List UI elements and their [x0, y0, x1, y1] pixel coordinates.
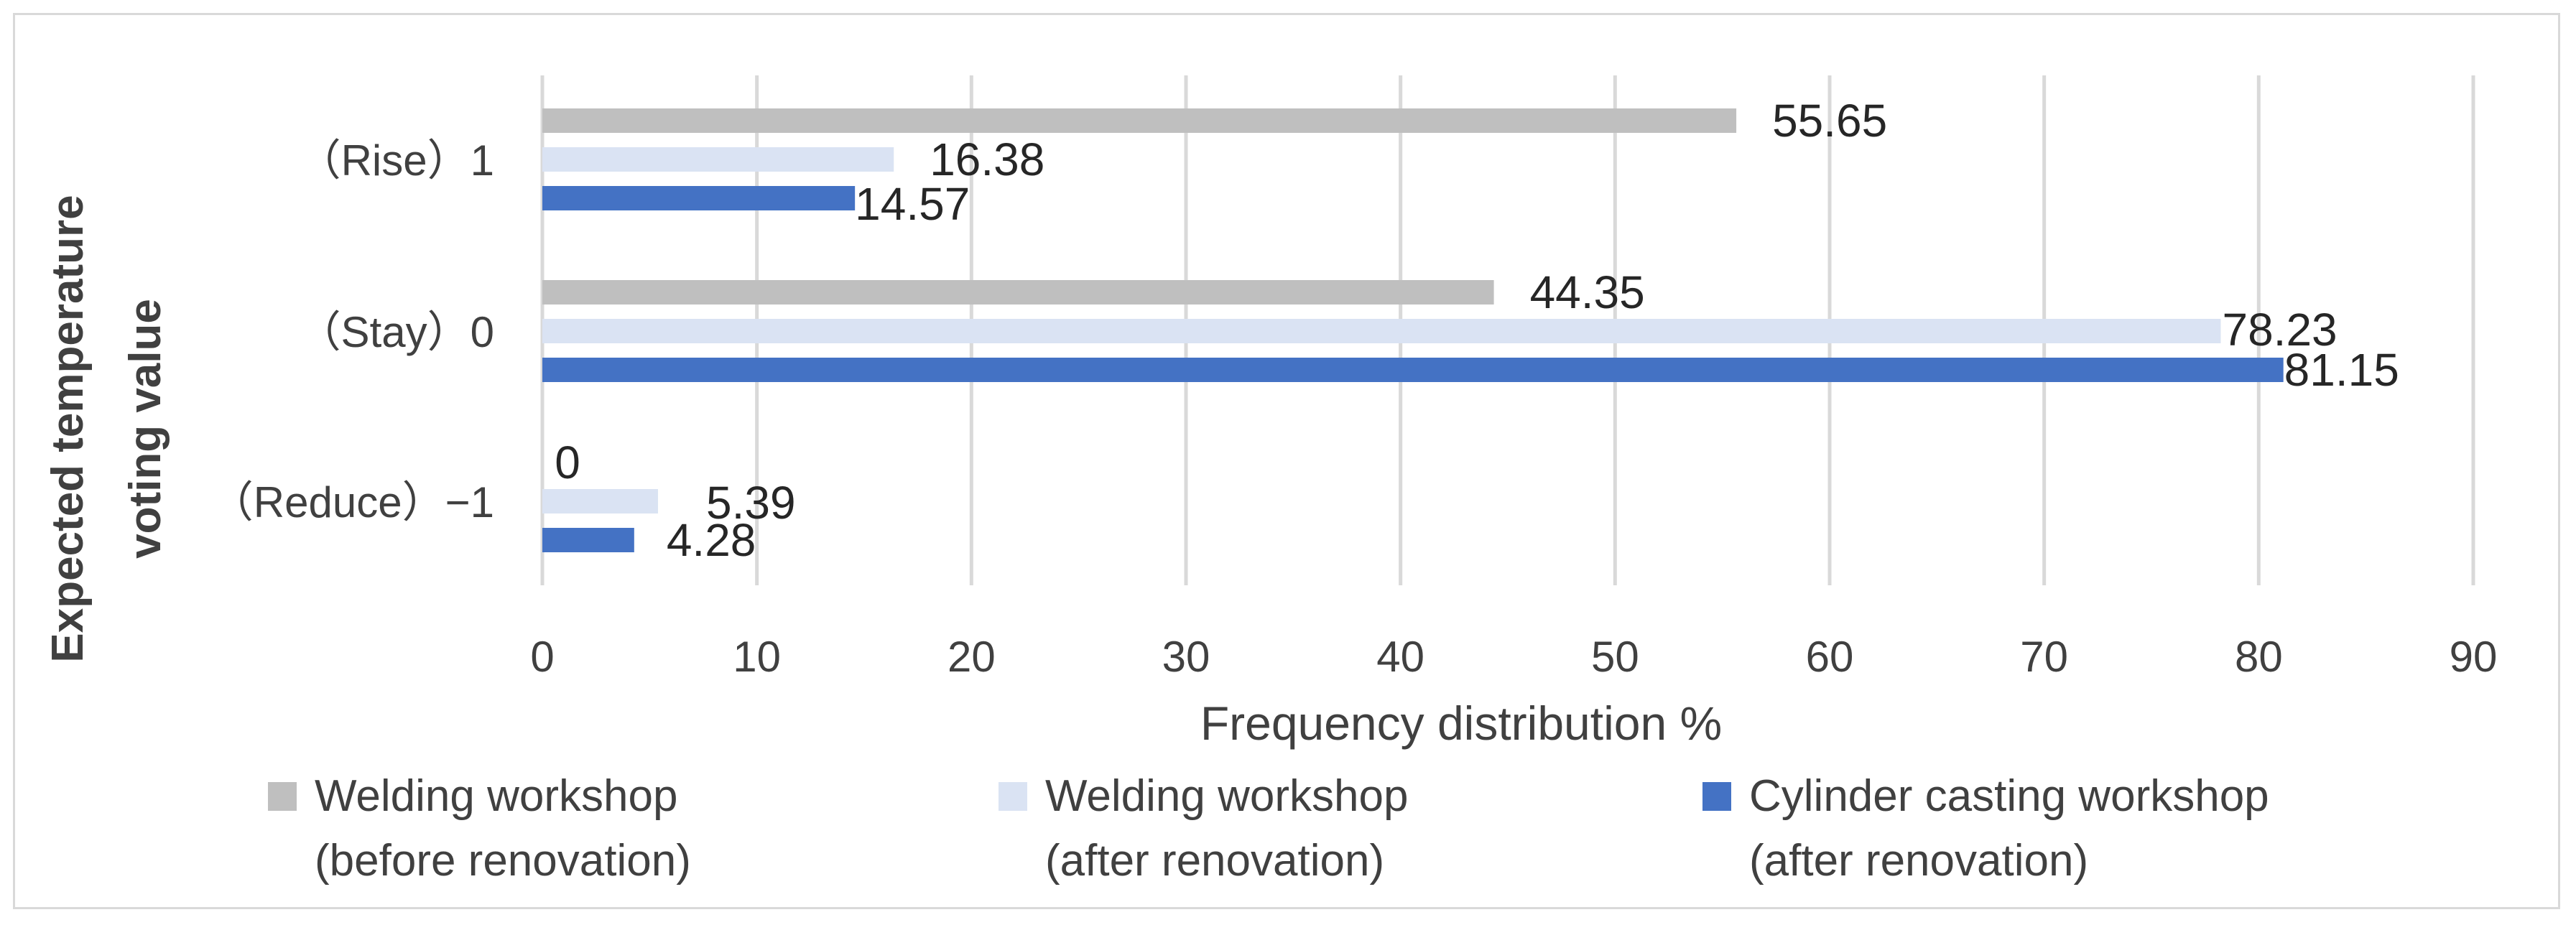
x-tick-label: 10: [733, 633, 781, 681]
x-tick-labels: 0 10 20 30 40 50 60 70 80 90: [530, 633, 2497, 681]
x-tick-label: 90: [2450, 633, 2498, 681]
legend: Welding workshop (before renovation) Weldi…: [268, 771, 2269, 886]
data-label: 55.65: [1772, 95, 1887, 147]
x-tick-label: 30: [1162, 633, 1210, 681]
legend-label-3-line-2: (after renovation): [1749, 836, 2088, 886]
bar-series1-cat2: [542, 280, 1494, 305]
bar-series2-cat1: [542, 147, 894, 172]
data-label: 14.57: [855, 178, 970, 230]
x-tick-label: 60: [1806, 633, 1854, 681]
data-label: 0: [555, 437, 580, 488]
bar-series3-cat1: [542, 186, 856, 210]
data-label: 81.15: [2284, 344, 2399, 396]
x-tick-label: 80: [2235, 633, 2283, 681]
category-label: （Rise）1: [298, 136, 494, 185]
y-axis-title-line-2: voting value: [121, 299, 170, 559]
chart-frame: [13, 13, 2560, 909]
bar-series3-cat3: [542, 528, 634, 552]
bar-series3-cat2: [542, 358, 2284, 382]
data-label: 16.38: [930, 134, 1044, 185]
bars: [542, 108, 2284, 552]
legend-label-2-line-2: (after renovation): [1045, 836, 1384, 886]
legend-label-2-line-1: Welding workshop: [1045, 771, 1408, 821]
legend-swatch-2: [999, 782, 1027, 811]
bar-series2-cat3: [542, 489, 658, 513]
data-label: 5.39: [706, 477, 796, 529]
legend-label-1-line-1: Welding workshop: [315, 771, 677, 821]
x-axis-title: Frequency distribution %: [1200, 697, 1722, 750]
data-label: 4.28: [667, 514, 756, 566]
data-label: 44.35: [1530, 266, 1645, 318]
bar-series1-cat1: [542, 108, 1737, 133]
y-axis-title: Expected temperature voting value: [43, 195, 170, 662]
legend-swatch-3: [1702, 782, 1731, 811]
data-label: 78.23: [2222, 304, 2337, 355]
x-tick-label: 0: [530, 633, 554, 681]
bar-series2-cat2: [542, 319, 2221, 343]
category-labels: （Rise）1 （Stay）0 （Reduce）−1: [210, 136, 494, 526]
x-tick-label: 50: [1591, 633, 1639, 681]
category-label: （Reduce）−1: [210, 478, 494, 526]
x-tick-label: 40: [1376, 633, 1424, 681]
y-axis-title-line-1: Expected temperature: [43, 195, 93, 662]
category-label: （Stay）0: [298, 308, 494, 356]
legend-label-3-line-1: Cylinder casting workshop: [1749, 771, 2269, 821]
x-tick-label: 20: [948, 633, 996, 681]
legend-swatch-1: [268, 782, 297, 811]
x-tick-label: 70: [2020, 633, 2068, 681]
data-labels: 55.65 44.35 0 16.38 78.23 5.39 14.57 81.15 4.28: [555, 95, 2399, 566]
legend-label-1-line-2: (before renovation): [315, 836, 691, 886]
